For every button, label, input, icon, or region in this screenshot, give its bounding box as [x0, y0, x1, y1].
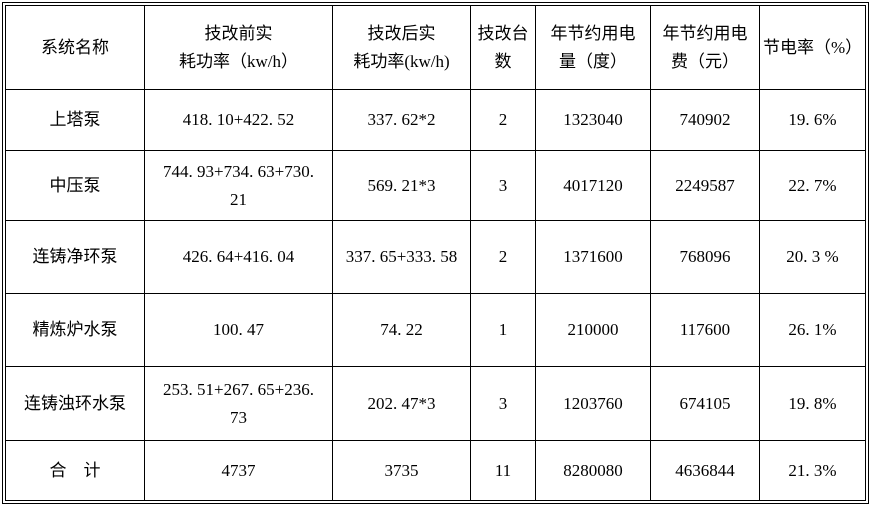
cell-unit-count: 11 — [470, 440, 536, 501]
cell-power-before: 100. 47 — [144, 293, 333, 367]
cell-saving-rate: 21. 3% — [759, 440, 866, 501]
cell-power-before: 418. 10+422. 52 — [144, 89, 333, 151]
cell-cost-saved: 2249587 — [650, 150, 760, 221]
table-outer-border: 系统名称 技改前实 耗功率（kw/h） 技改后实 耗功率(kw/h) 技改台 数… — [2, 2, 869, 504]
table-row-lianzhu-jinghuan-pump: 连铸净环泵 426. 64+416. 04 337. 65+333. 58 2 … — [5, 220, 866, 294]
cell-power-after: 3735 — [332, 440, 471, 501]
cell-system-name: 上塔泵 — [5, 89, 145, 151]
cell-unit-count: 2 — [470, 220, 536, 294]
cell-cost-saved: 117600 — [650, 293, 760, 367]
cell-cost-saved: 740902 — [650, 89, 760, 151]
cell-power-after: 337. 62*2 — [332, 89, 471, 151]
cell-system-name: 中压泵 — [5, 150, 145, 221]
cell-power-after: 74. 22 — [332, 293, 471, 367]
cell-saving-rate: 20. 3 % — [759, 220, 866, 294]
cell-power-after: 202. 47*3 — [332, 366, 471, 441]
cell-cost-saved: 4636844 — [650, 440, 760, 501]
cell-saving-rate: 22. 7% — [759, 150, 866, 221]
cell-system-name: 连铸净环泵 — [5, 220, 145, 294]
cell-system-name: 精炼炉水泵 — [5, 293, 145, 367]
header-unit-count: 技改台 数 — [470, 5, 536, 90]
cell-unit-count: 3 — [470, 150, 536, 221]
cell-power-before: 4737 — [144, 440, 333, 501]
cell-cost-saved: 768096 — [650, 220, 760, 294]
table-row-total: 合 计 4737 3735 11 8280080 4636844 21. 3% — [5, 440, 866, 501]
header-saving-rate: 节电率（%） — [759, 5, 866, 90]
cell-power-after: 337. 65+333. 58 — [332, 220, 471, 294]
header-row: 系统名称 技改前实 耗功率（kw/h） 技改后实 耗功率(kw/h) 技改台 数… — [5, 5, 866, 90]
table-row-lianzhu-zhuohuan-pump: 连铸浊环水泵 253. 51+267. 65+236. 73 202. 47*3… — [5, 366, 866, 441]
cell-energy-saved: 210000 — [535, 293, 651, 367]
cell-cost-saved: 674105 — [650, 366, 760, 441]
cell-unit-count: 1 — [470, 293, 536, 367]
header-system-name: 系统名称 — [5, 5, 145, 90]
cell-power-before: 253. 51+267. 65+236. 73 — [144, 366, 333, 441]
cell-energy-saved: 1371600 — [535, 220, 651, 294]
cell-power-after: 569. 21*3 — [332, 150, 471, 221]
cell-power-before: 426. 64+416. 04 — [144, 220, 333, 294]
cell-energy-saved: 1203760 — [535, 366, 651, 441]
cell-saving-rate: 26. 1% — [759, 293, 866, 367]
header-cost-saved: 年节约用电 费（元） — [650, 5, 760, 90]
cell-total-label: 合 计 — [5, 440, 145, 501]
cell-saving-rate: 19. 8% — [759, 366, 866, 441]
table-row-jinglianlu-pump: 精炼炉水泵 100. 47 74. 22 1 210000 117600 26.… — [5, 293, 866, 367]
table-row-zhongya-pump: 中压泵 744. 93+734. 63+730. 21 569. 21*3 3 … — [5, 150, 866, 221]
table-row-shangta-pump: 上塔泵 418. 10+422. 52 337. 62*2 2 1323040 … — [5, 89, 866, 151]
cell-power-before: 744. 93+734. 63+730. 21 — [144, 150, 333, 221]
cell-unit-count: 3 — [470, 366, 536, 441]
cell-unit-count: 2 — [470, 89, 536, 151]
cell-saving-rate: 19. 6% — [759, 89, 866, 151]
header-power-after: 技改后实 耗功率(kw/h) — [332, 5, 471, 90]
cell-energy-saved: 4017120 — [535, 150, 651, 221]
header-energy-saved: 年节约用电 量（度） — [535, 5, 651, 90]
cell-system-name: 连铸浊环水泵 — [5, 366, 145, 441]
power-savings-table: 系统名称 技改前实 耗功率（kw/h） 技改后实 耗功率(kw/h) 技改台 数… — [5, 5, 866, 501]
header-power-before: 技改前实 耗功率（kw/h） — [144, 5, 333, 90]
cell-energy-saved: 8280080 — [535, 440, 651, 501]
cell-energy-saved: 1323040 — [535, 89, 651, 151]
